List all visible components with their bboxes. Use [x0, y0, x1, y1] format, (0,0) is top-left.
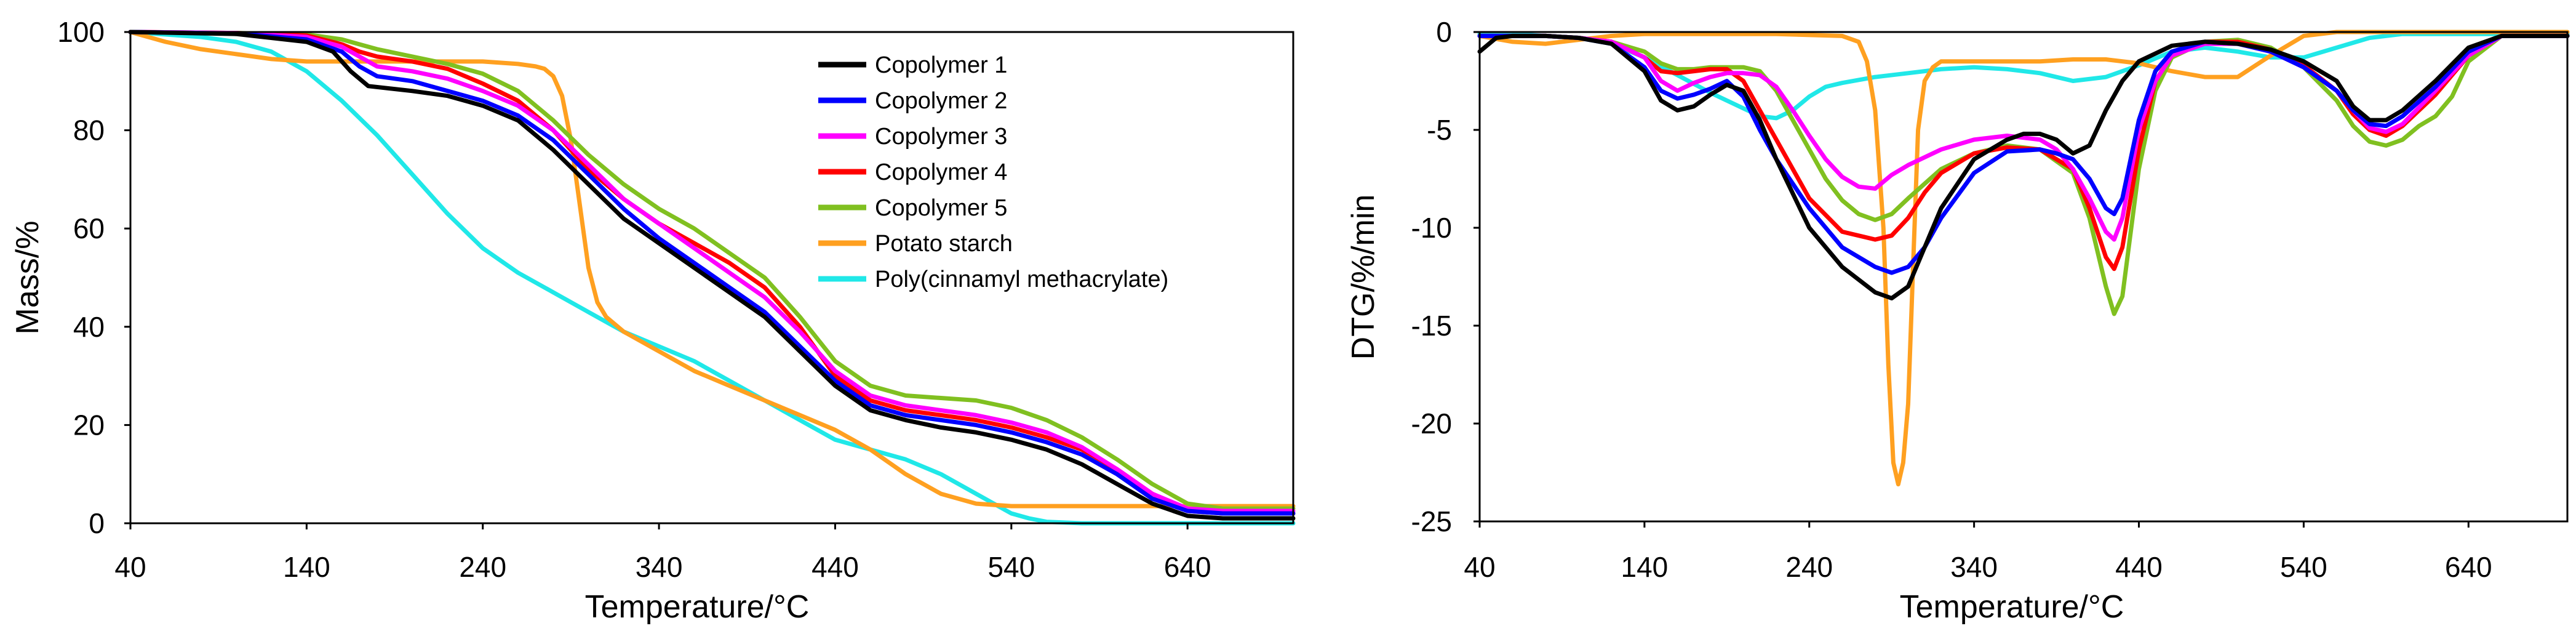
mass-y-axis-title: Mass/% — [10, 221, 46, 335]
dtg-plot-frame — [1478, 31, 2569, 523]
dtg-x-tick-label: 140 — [1621, 551, 1669, 583]
mass-x-tick-label: 240 — [459, 551, 506, 583]
dtg-y-tick-label: -10 — [1411, 212, 1452, 244]
mass-series-copolymer-5 — [128, 30, 1296, 511]
mass-legend: Copolymer 1 Copolymer 2 Copolymer 3 Copolym… — [818, 52, 1168, 292]
dtg-y-tick-label: -15 — [1411, 310, 1452, 342]
mass-series-copolymer-2 — [128, 30, 1296, 516]
dtg-y-tick-label: 0 — [1436, 16, 1452, 48]
legend-label-copolymer-2: Copolymer 2 — [875, 88, 1007, 114]
dtg-series-potato-starch — [1477, 30, 2570, 487]
mass-series-potato-starch — [128, 30, 1296, 508]
dtg-y-axis-title: DTG/%/min — [1346, 195, 1381, 360]
mass-y-tick-label: 40 — [73, 311, 105, 343]
mass-ticks: 40 140 240 340 440 540 640 0 20 40 60 80 100 — [57, 16, 1211, 583]
dtg-ticks: 40 140 240 340 440 540 640 0 -5 -10 -15 -20 -25 — [1411, 16, 2492, 583]
dtg-x-tick-label: 40 — [1464, 551, 1495, 583]
mass-x-tick-label: 440 — [811, 551, 859, 583]
mass-y-tick-label: 100 — [57, 16, 105, 48]
mass-series-layer — [128, 30, 1296, 526]
dtg-x-tick-label: 640 — [2445, 551, 2492, 583]
dtg-y-tick-label: -25 — [1411, 505, 1452, 537]
dtg-x-tick-label: 240 — [1785, 551, 1833, 583]
mass-x-tick-label: 40 — [114, 551, 146, 583]
dtg-x-axis-title: Temperature/°C — [1900, 589, 2124, 625]
mass-series-poly-cinnamyl-methacrylate — [128, 30, 1296, 526]
legend-label-copolymer-3: Copolymer 3 — [875, 124, 1007, 150]
dtg-series-layer — [1477, 30, 2570, 487]
legend-label-copolymer-1: Copolymer 1 — [875, 52, 1007, 78]
mass-y-tick-label: 0 — [89, 507, 105, 539]
mass-x-tick-label: 340 — [636, 551, 683, 583]
dtg-series-copolymer-2 — [1477, 33, 2570, 275]
mass-x-axis-title: Temperature/°C — [585, 589, 810, 625]
dtg-y-tick-label: -5 — [1427, 114, 1452, 146]
dtg-x-tick-label: 340 — [1950, 551, 1998, 583]
legend-label-copolymer-4: Copolymer 4 — [875, 159, 1007, 185]
dtg-series-copolymer-1 — [1477, 33, 2570, 300]
legend-label-copolymer-5: Copolymer 5 — [875, 195, 1007, 221]
mass-y-tick-label: 20 — [73, 409, 105, 441]
dtg-x-tick-label: 540 — [2280, 551, 2327, 583]
mass-x-tick-label: 640 — [1164, 551, 1211, 583]
mass-plot-frame — [129, 31, 1294, 524]
mass-chart: 40 140 240 340 440 540 640 0 20 40 60 80 100 Tempera… — [10, 16, 1296, 625]
legend-label-poly-cinnamyl-methacrylate: Poly(cinnamyl methacrylate) — [875, 267, 1168, 292]
mass-x-tick-label: 540 — [987, 551, 1035, 583]
mass-x-tick-label: 140 — [283, 551, 330, 583]
legend-label-potato-starch: Potato starch — [875, 231, 1013, 257]
mass-series-copolymer-1 — [128, 30, 1296, 521]
dtg-chart: 40 140 240 340 440 540 640 0 -5 -10 -15 -20 -25 Temp… — [1346, 16, 2570, 625]
dtg-x-tick-label: 440 — [2115, 551, 2163, 583]
mass-series-copolymer-3 — [128, 30, 1296, 513]
mass-y-tick-label: 80 — [73, 115, 105, 147]
dtg-y-tick-label: -20 — [1411, 408, 1452, 440]
mass-y-tick-label: 60 — [73, 212, 105, 244]
